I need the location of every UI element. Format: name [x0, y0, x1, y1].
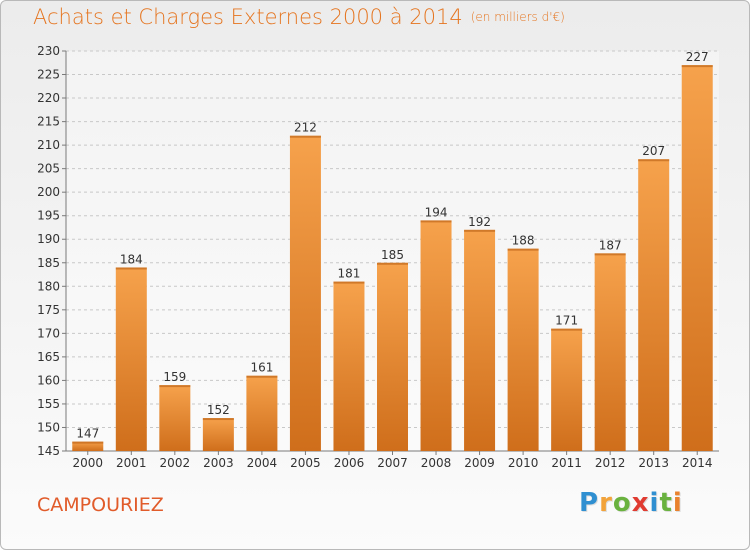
bar-top — [638, 159, 670, 162]
chart-title-text: Achats et Charges Externes 2000 à 2014 — [33, 5, 463, 29]
data-label: 159 — [163, 370, 186, 384]
data-label: 194 — [425, 205, 448, 219]
logo-letter: i — [672, 488, 683, 518]
data-label: 184 — [120, 252, 143, 266]
x-tick-label: 2013 — [638, 456, 669, 470]
data-label: 181 — [338, 267, 361, 281]
y-tick-label: 170 — [37, 326, 60, 340]
bar — [72, 441, 104, 451]
bar — [420, 220, 452, 451]
bar-top — [681, 65, 713, 68]
y-tick-label: 190 — [37, 232, 60, 246]
y-tick-label: 200 — [37, 185, 60, 199]
x-tick-label: 2003 — [203, 456, 234, 470]
bar — [464, 229, 496, 451]
bar — [638, 159, 670, 451]
data-label: 207 — [642, 144, 665, 158]
bar — [115, 267, 147, 451]
data-label: 188 — [512, 234, 535, 248]
x-tick-label: 2004 — [247, 456, 278, 470]
bar-top — [507, 248, 539, 251]
x-tick-label: 2012 — [595, 456, 626, 470]
bar-top — [159, 385, 191, 388]
y-tick-label: 230 — [37, 44, 60, 58]
y-tick-label: 165 — [37, 350, 60, 364]
x-tick-label: 2008 — [421, 456, 452, 470]
logo-letter: P — [579, 488, 600, 518]
bar-top — [420, 220, 452, 223]
x-tick-label: 2007 — [377, 456, 408, 470]
y-tick-label: 150 — [37, 420, 60, 434]
x-tick-label: 2002 — [160, 456, 191, 470]
bar — [202, 418, 234, 451]
bar — [551, 328, 583, 451]
y-tick-label: 210 — [37, 138, 60, 152]
bar-top — [72, 441, 104, 444]
chart-unit: (en milliers d'€) — [470, 10, 565, 24]
x-tick-label: 2000 — [72, 456, 103, 470]
logo-letter: x — [631, 488, 650, 518]
y-tick-label: 185 — [37, 256, 60, 270]
x-tick-label: 2010 — [508, 456, 539, 470]
bar-top — [333, 281, 365, 284]
bar-top — [377, 262, 408, 265]
y-tick-label: 205 — [37, 162, 60, 176]
bar — [681, 65, 713, 451]
bar-top — [289, 135, 321, 138]
commune-name: CAMPOURIEZ — [37, 494, 164, 516]
bar — [246, 375, 278, 451]
y-tick-label: 220 — [37, 91, 60, 105]
bar — [594, 253, 626, 451]
data-label: 192 — [468, 215, 491, 229]
x-tick-label: 2011 — [551, 456, 582, 470]
y-tick-label: 180 — [37, 279, 60, 293]
x-tick-label: 2014 — [682, 456, 713, 470]
y-tick-label: 160 — [37, 373, 60, 387]
data-label: 152 — [207, 403, 230, 417]
y-tick-label: 225 — [37, 68, 60, 82]
logo-letter: t — [659, 488, 673, 518]
y-tick-label: 215 — [37, 115, 60, 129]
x-tick-label: 2005 — [290, 456, 321, 470]
data-label: 185 — [381, 248, 404, 262]
chart-title: Achats et Charges Externes 2000 à 2014 (e… — [33, 5, 565, 29]
bar — [159, 385, 191, 451]
bar-top — [246, 375, 278, 378]
x-tick-label: 2009 — [464, 456, 495, 470]
data-label: 212 — [294, 121, 317, 135]
x-tick-label: 2001 — [116, 456, 147, 470]
y-tick-label: 195 — [37, 209, 60, 223]
bar — [289, 135, 321, 452]
y-tick-label: 175 — [37, 303, 60, 317]
data-label: 227 — [686, 50, 709, 64]
bar — [333, 281, 365, 451]
bar — [377, 262, 408, 451]
bar-top — [464, 229, 496, 232]
logo-letter: r — [599, 488, 613, 518]
proxiti-logo[interactable]: Proxiti — [579, 488, 683, 518]
data-label: 187 — [599, 238, 622, 252]
data-label: 161 — [250, 361, 273, 375]
data-label: 147 — [76, 427, 99, 441]
bar-top — [551, 328, 583, 331]
bar-top — [202, 418, 234, 421]
bar-top — [115, 267, 147, 270]
x-tick-label: 2006 — [334, 456, 365, 470]
bar-top — [594, 253, 626, 256]
y-tick-label: 155 — [37, 397, 60, 411]
data-label: 171 — [555, 314, 578, 328]
bar — [507, 248, 539, 451]
logo-letter: o — [612, 488, 632, 518]
y-tick-label: 145 — [37, 444, 60, 458]
logo-letter: i — [649, 488, 660, 518]
